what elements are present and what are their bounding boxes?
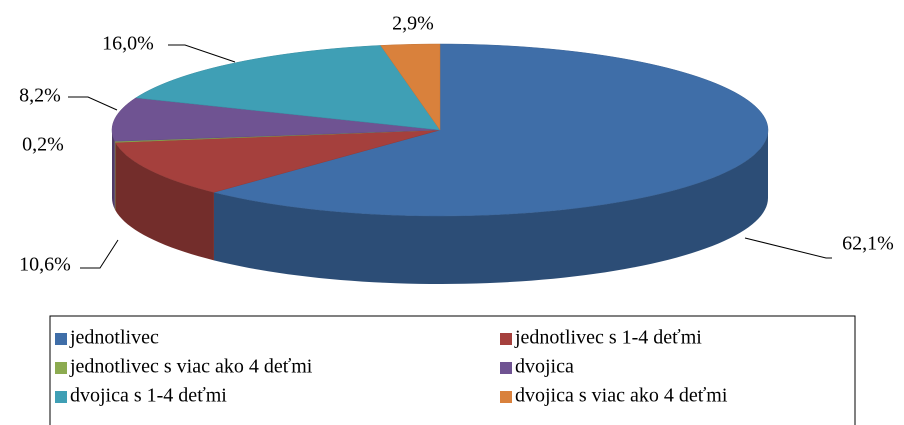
legend-swatch [55,362,67,374]
legend-label: dvojica s 1-4 deťmi [70,385,227,407]
data-label: 2,9% [392,13,434,35]
slice [135,45,441,131]
data-label: 0,2% [22,134,64,156]
legend-swatch [500,362,512,374]
legend-label: jednotlivec s viac ako 4 deťmi [69,356,313,378]
legend-label: dvojica s viac ako 4 deťmi [515,385,728,407]
legend-label: jednotlivec [69,327,159,349]
data-label: 10,6% [19,254,71,276]
legend-box [49,315,856,425]
legend-swatch [55,391,67,403]
slice [380,43,441,131]
slice [213,43,769,217]
leader-line [68,96,118,111]
legend-label: jednotlivec s 1-4 deťmi [514,327,702,349]
leader-line [744,237,832,259]
leader-line [80,239,119,269]
legend-swatch [500,391,512,403]
slice-side [115,142,214,261]
slice [111,97,441,142]
legend-swatch [500,333,512,345]
data-label: 16,0% [102,33,154,55]
leader-line [168,44,236,63]
legend-swatch [55,333,67,345]
slice-side [112,130,115,210]
legend-label: dvojica [515,356,574,378]
data-label: 62,1% [842,233,894,255]
data-label: 8,2% [19,85,61,107]
slice-side [114,141,116,211]
slice [114,129,441,193]
slice-side [213,130,768,284]
